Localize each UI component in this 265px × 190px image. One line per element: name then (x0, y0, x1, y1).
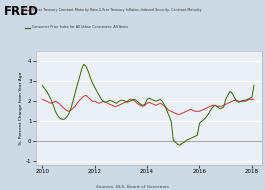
Text: 5-Year Treasury Constant Maturity Rate-5-Year Treasury Inflation-Indexed Securit: 5-Year Treasury Constant Maturity Rate-5… (32, 7, 201, 12)
Text: FRED: FRED (4, 5, 39, 18)
Text: Consumer Price Index for All Urban Consumers: All Items: Consumer Price Index for All Urban Consu… (32, 25, 128, 29)
Text: ~: ~ (19, 5, 26, 14)
Y-axis label: %, Percent Change from Year Ago: %, Percent Change from Year Ago (19, 72, 23, 145)
Text: Sources: BLS, Board of Governors: Sources: BLS, Board of Governors (96, 185, 169, 189)
